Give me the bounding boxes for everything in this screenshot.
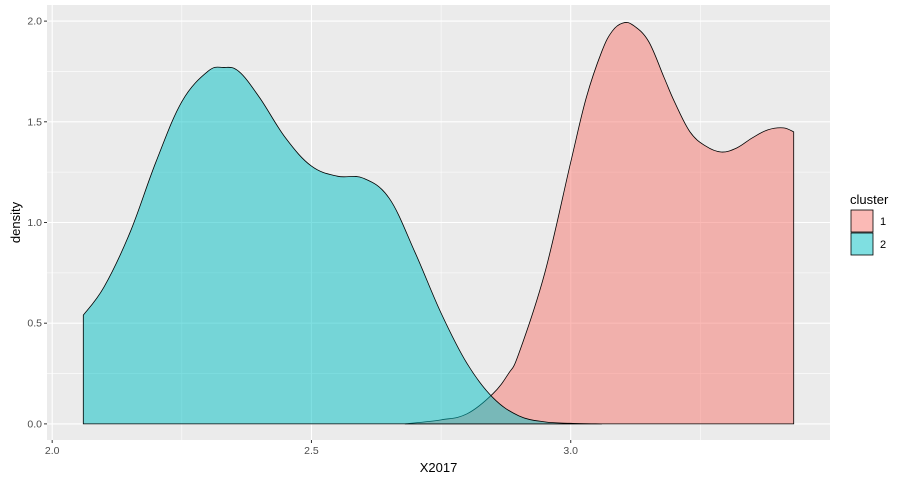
legend-label-2: 2 <box>880 239 886 251</box>
x-axis: 2.0 2.5 3.0 <box>45 440 578 457</box>
y-tick-label: 0.0 <box>27 418 42 430</box>
x-tick-label: 2.0 <box>45 445 60 457</box>
density-area-cluster-2 <box>82 66 602 425</box>
y-tick-label: 1.5 <box>27 116 42 128</box>
y-axis: 0.0 0.5 1.0 1.5 2.0 <box>27 16 47 430</box>
legend-key-2 <box>850 232 874 256</box>
x-tick-label: 3.0 <box>563 445 578 457</box>
y-tick-label: 2.0 <box>27 16 42 28</box>
x-tick-label: 2.5 <box>304 445 319 457</box>
x-axis-title: X2017 <box>420 460 458 475</box>
legend-label-1: 1 <box>880 216 886 228</box>
density-area-cluster-1 <box>404 22 795 425</box>
legend-title: cluster <box>850 192 889 207</box>
series-layer <box>82 22 795 425</box>
legend-item: 2 <box>850 232 886 256</box>
legend-item: 1 <box>850 209 886 233</box>
legend-key-1 <box>850 209 874 233</box>
y-axis-title: density <box>8 201 23 243</box>
legend: cluster 1 2 <box>850 192 889 256</box>
y-tick-label: 1.0 <box>27 217 42 229</box>
y-tick-label: 0.5 <box>27 318 42 330</box>
